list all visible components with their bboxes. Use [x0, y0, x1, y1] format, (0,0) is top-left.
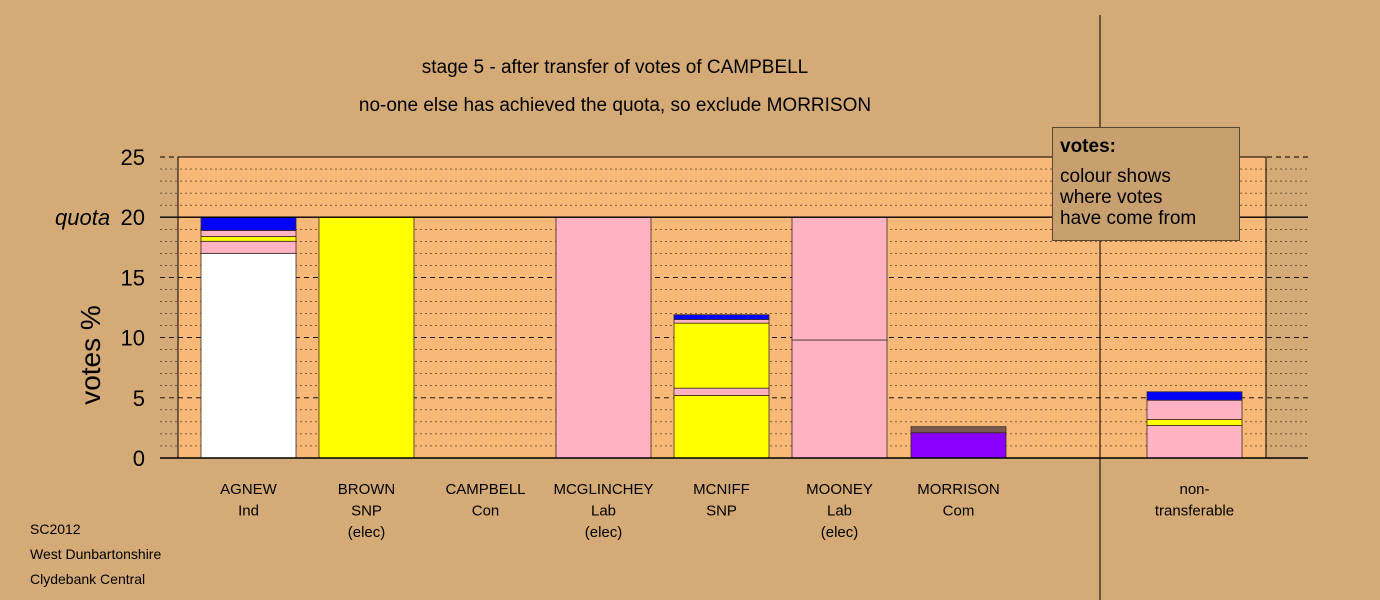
legend-line-2: where votes — [1060, 187, 1163, 208]
x-label-agnew-2: Ind — [238, 503, 259, 520]
x-label-campbell-2: Con — [472, 503, 500, 520]
bar-segment-agnew-1 — [200, 240, 297, 254]
y-tick-label-10: 10 — [121, 326, 145, 351]
x-label-mcglinchey-3: (elec) — [585, 524, 623, 541]
x-label-brown-1: BROWN — [338, 481, 396, 498]
quota-label: quota — [55, 205, 110, 230]
bar-segment-mcniff-0 — [673, 394, 770, 459]
y-tick-label-0: 0 — [133, 446, 145, 471]
x-tick-labels: AGNEW Ind BROWN SNP (elec) CAMPBELL Con MCGLINC… — [220, 481, 1234, 541]
bar-segment-mooney-1 — [791, 216, 888, 341]
x-label-mooney-3: (elec) — [821, 524, 859, 541]
bar-segment-non-3 — [1146, 391, 1243, 401]
y-tick-labels: 0 5 10 15 20 25 — [121, 145, 145, 471]
x-label-campbell-1: CAMPBELL — [445, 481, 525, 498]
footer-line-3: Clydebank Central — [30, 571, 146, 587]
x-label-agnew-1: AGNEW — [220, 481, 278, 498]
y-tick-label-25: 25 — [121, 145, 145, 170]
x-label-mcniff-2: SNP — [706, 503, 737, 520]
y-tick-label-20: 20 — [121, 205, 145, 230]
bar-segment-mcglinchey-0 — [555, 216, 652, 459]
bar-segment-mcniff-1 — [673, 387, 770, 396]
footer-line-2: West Dunbartonshire — [30, 546, 162, 562]
bar-segment-agnew-3 — [200, 230, 297, 237]
chart-title: stage 5 - after transfer of votes of CAM… — [422, 57, 809, 78]
bar-segment-mooney-0 — [791, 339, 888, 459]
x-label-mooney-2: Lab — [827, 503, 852, 520]
x-label-mcniff-1: MCNIFF — [693, 481, 750, 498]
chart-subtitle: no-one else has achieved the quota, so e… — [359, 95, 871, 116]
bar-segment-morrison-1 — [910, 426, 1007, 434]
x-label-mcglinchey-2: Lab — [591, 503, 616, 520]
bar-segment-mcniff-3 — [673, 319, 770, 324]
bar-segment-brown-0 — [318, 216, 415, 459]
x-label-brown-3: (elec) — [348, 524, 386, 541]
legend: votes: colour shows where votes have com… — [1052, 127, 1240, 241]
x-label-morrison-2: Com — [943, 503, 975, 520]
x-label-morrison-1: MORRISON — [917, 481, 1000, 498]
x-label-non-1: non- — [1179, 481, 1209, 498]
x-label-mcglinchey-1: MCGLINCHEY — [553, 481, 653, 498]
bars — [200, 216, 1243, 459]
x-label-brown-2: SNP — [351, 503, 382, 520]
bar-segment-non-0 — [1146, 425, 1243, 459]
y-tick-label-15: 15 — [121, 265, 145, 290]
bar-segment-non-2 — [1146, 399, 1243, 420]
bar-segment-mcniff-2 — [673, 322, 770, 389]
x-label-mooney-1: MOONEY — [806, 481, 873, 498]
bar-segment-morrison-0 — [910, 432, 1007, 459]
legend-line-3: have come from — [1060, 208, 1197, 229]
bar-segment-non-1 — [1146, 419, 1243, 426]
bar-segment-agnew-0 — [200, 252, 297, 459]
legend-title: votes: — [1060, 136, 1116, 157]
bar-segment-agnew-2 — [200, 236, 297, 242]
bar-segment-agnew-4 — [200, 216, 297, 231]
bar-segment-mcniff-4 — [673, 314, 770, 320]
y-tick-label-5: 5 — [133, 386, 145, 411]
x-label-non-2: transferable — [1155, 503, 1234, 520]
legend-line-1: colour shows — [1060, 166, 1171, 187]
y-axis-label: votes % — [75, 305, 106, 405]
footer-line-1: SC2012 — [30, 521, 81, 537]
